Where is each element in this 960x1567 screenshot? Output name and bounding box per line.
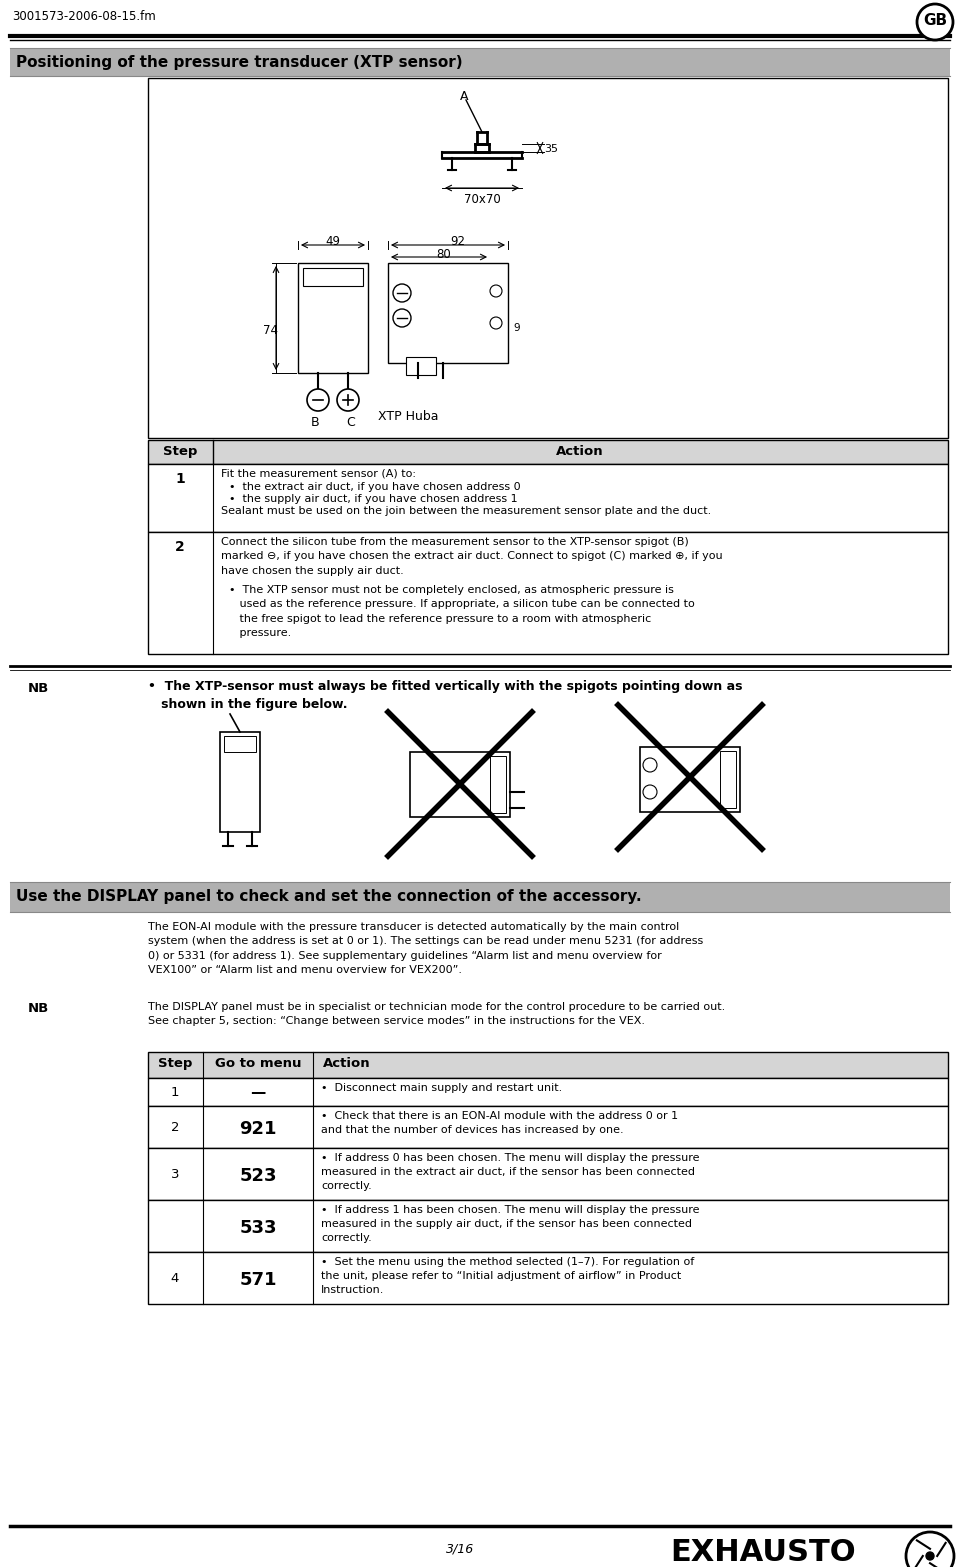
- Bar: [410, 752, 510, 816]
- Bar: [10, 49, 950, 77]
- Bar: [220, 732, 260, 832]
- Text: 1: 1: [171, 1086, 180, 1098]
- Bar: [224, 736, 256, 752]
- Text: Action: Action: [556, 445, 604, 458]
- Text: Positioning of the pressure transducer (XTP sensor): Positioning of the pressure transducer (…: [16, 55, 463, 71]
- Text: 571: 571: [239, 1271, 276, 1290]
- Text: Connect the silicon tube from the measurement sensor to the XTP-sensor spigot (B: Connect the silicon tube from the measur…: [221, 537, 723, 575]
- Text: GB: GB: [923, 13, 948, 28]
- Text: 3001573-2006-08-15.fm: 3001573-2006-08-15.fm: [12, 9, 156, 24]
- Text: 921: 921: [239, 1120, 276, 1138]
- Bar: [490, 755, 506, 813]
- Bar: [148, 1200, 948, 1252]
- Text: Sealant must be used on the join between the measurement sensor plate and the du: Sealant must be used on the join between…: [221, 506, 711, 516]
- Text: 70x70: 70x70: [464, 193, 500, 205]
- Bar: [406, 357, 436, 375]
- Circle shape: [307, 389, 329, 411]
- Text: 3/16: 3/16: [445, 1542, 474, 1554]
- Text: •  The XTP-sensor must always be fitted vertically with the spigots pointing dow: • The XTP-sensor must always be fitted v…: [148, 680, 742, 711]
- Bar: [298, 263, 368, 373]
- Text: 2: 2: [171, 1120, 180, 1135]
- Bar: [148, 464, 948, 533]
- Circle shape: [926, 1551, 934, 1561]
- Text: Step: Step: [163, 445, 197, 458]
- Text: •  If address 1 has been chosen. The menu will display the pressure
measured in : • If address 1 has been chosen. The menu…: [321, 1205, 700, 1243]
- Bar: [148, 1149, 948, 1200]
- Circle shape: [490, 317, 502, 329]
- Circle shape: [393, 309, 411, 328]
- Bar: [388, 263, 508, 364]
- Circle shape: [393, 284, 411, 302]
- Text: 49: 49: [325, 235, 341, 248]
- Bar: [148, 1051, 948, 1078]
- Circle shape: [490, 285, 502, 298]
- Text: 35: 35: [544, 144, 558, 154]
- Circle shape: [337, 389, 359, 411]
- Bar: [148, 1106, 948, 1149]
- Circle shape: [906, 1533, 954, 1567]
- Text: 80: 80: [437, 248, 451, 262]
- Circle shape: [917, 5, 953, 41]
- Text: •  the supply air duct, if you have chosen address 1: • the supply air duct, if you have chose…: [229, 494, 517, 505]
- Text: —: —: [251, 1084, 266, 1100]
- Text: 533: 533: [239, 1219, 276, 1236]
- Text: 2: 2: [175, 541, 185, 555]
- Text: Action: Action: [323, 1058, 371, 1070]
- Text: •  The XTP sensor must not be completely enclosed, as atmospheric pressure is
  : • The XTP sensor must not be completely …: [229, 584, 695, 638]
- Bar: [640, 747, 740, 812]
- Bar: [10, 882, 950, 912]
- Circle shape: [643, 785, 657, 799]
- Bar: [148, 533, 948, 653]
- Text: 3: 3: [171, 1167, 180, 1182]
- Text: A: A: [460, 89, 468, 103]
- Bar: [148, 78, 948, 439]
- Text: •  the extract air duct, if you have chosen address 0: • the extract air duct, if you have chos…: [229, 483, 520, 492]
- Circle shape: [643, 758, 657, 773]
- Text: Step: Step: [157, 1058, 192, 1070]
- Text: 9: 9: [513, 323, 519, 334]
- Text: Use the DISPLAY panel to check and set the connection of the accessory.: Use the DISPLAY panel to check and set t…: [16, 888, 641, 904]
- Text: •  Set the menu using the method selected (1–7). For regulation of
the unit, ple: • Set the menu using the method selected…: [321, 1257, 694, 1294]
- Bar: [303, 268, 363, 287]
- Bar: [148, 1078, 948, 1106]
- Text: Go to menu: Go to menu: [215, 1058, 301, 1070]
- Text: 523: 523: [239, 1167, 276, 1185]
- Text: The DISPLAY panel must be in specialist or technician mode for the control proce: The DISPLAY panel must be in specialist …: [148, 1001, 725, 1026]
- Text: 74: 74: [262, 324, 277, 337]
- Text: B: B: [311, 415, 320, 429]
- Text: The EON-AI module with the pressure transducer is detected automatically by the : The EON-AI module with the pressure tran…: [148, 921, 704, 975]
- Text: EXHAUSTO: EXHAUSTO: [670, 1537, 855, 1567]
- Text: 4: 4: [171, 1272, 180, 1285]
- Text: •  If address 0 has been chosen. The menu will display the pressure
measured in : • If address 0 has been chosen. The menu…: [321, 1153, 700, 1191]
- Text: XTP Huba: XTP Huba: [378, 411, 439, 423]
- Text: NB: NB: [28, 1001, 49, 1015]
- Bar: [148, 440, 948, 464]
- Text: 1: 1: [175, 472, 185, 486]
- Text: NB: NB: [28, 682, 49, 696]
- Text: 92: 92: [450, 235, 466, 248]
- Text: •  Disconnect main supply and restart unit.: • Disconnect main supply and restart uni…: [321, 1083, 563, 1094]
- Bar: [720, 751, 736, 809]
- Text: Fit the measurement sensor (A) to:: Fit the measurement sensor (A) to:: [221, 469, 416, 480]
- Text: •  Check that there is an EON-AI module with the address 0 or 1
and that the num: • Check that there is an EON-AI module w…: [321, 1111, 678, 1135]
- Bar: [148, 1252, 948, 1304]
- Text: C: C: [347, 415, 355, 429]
